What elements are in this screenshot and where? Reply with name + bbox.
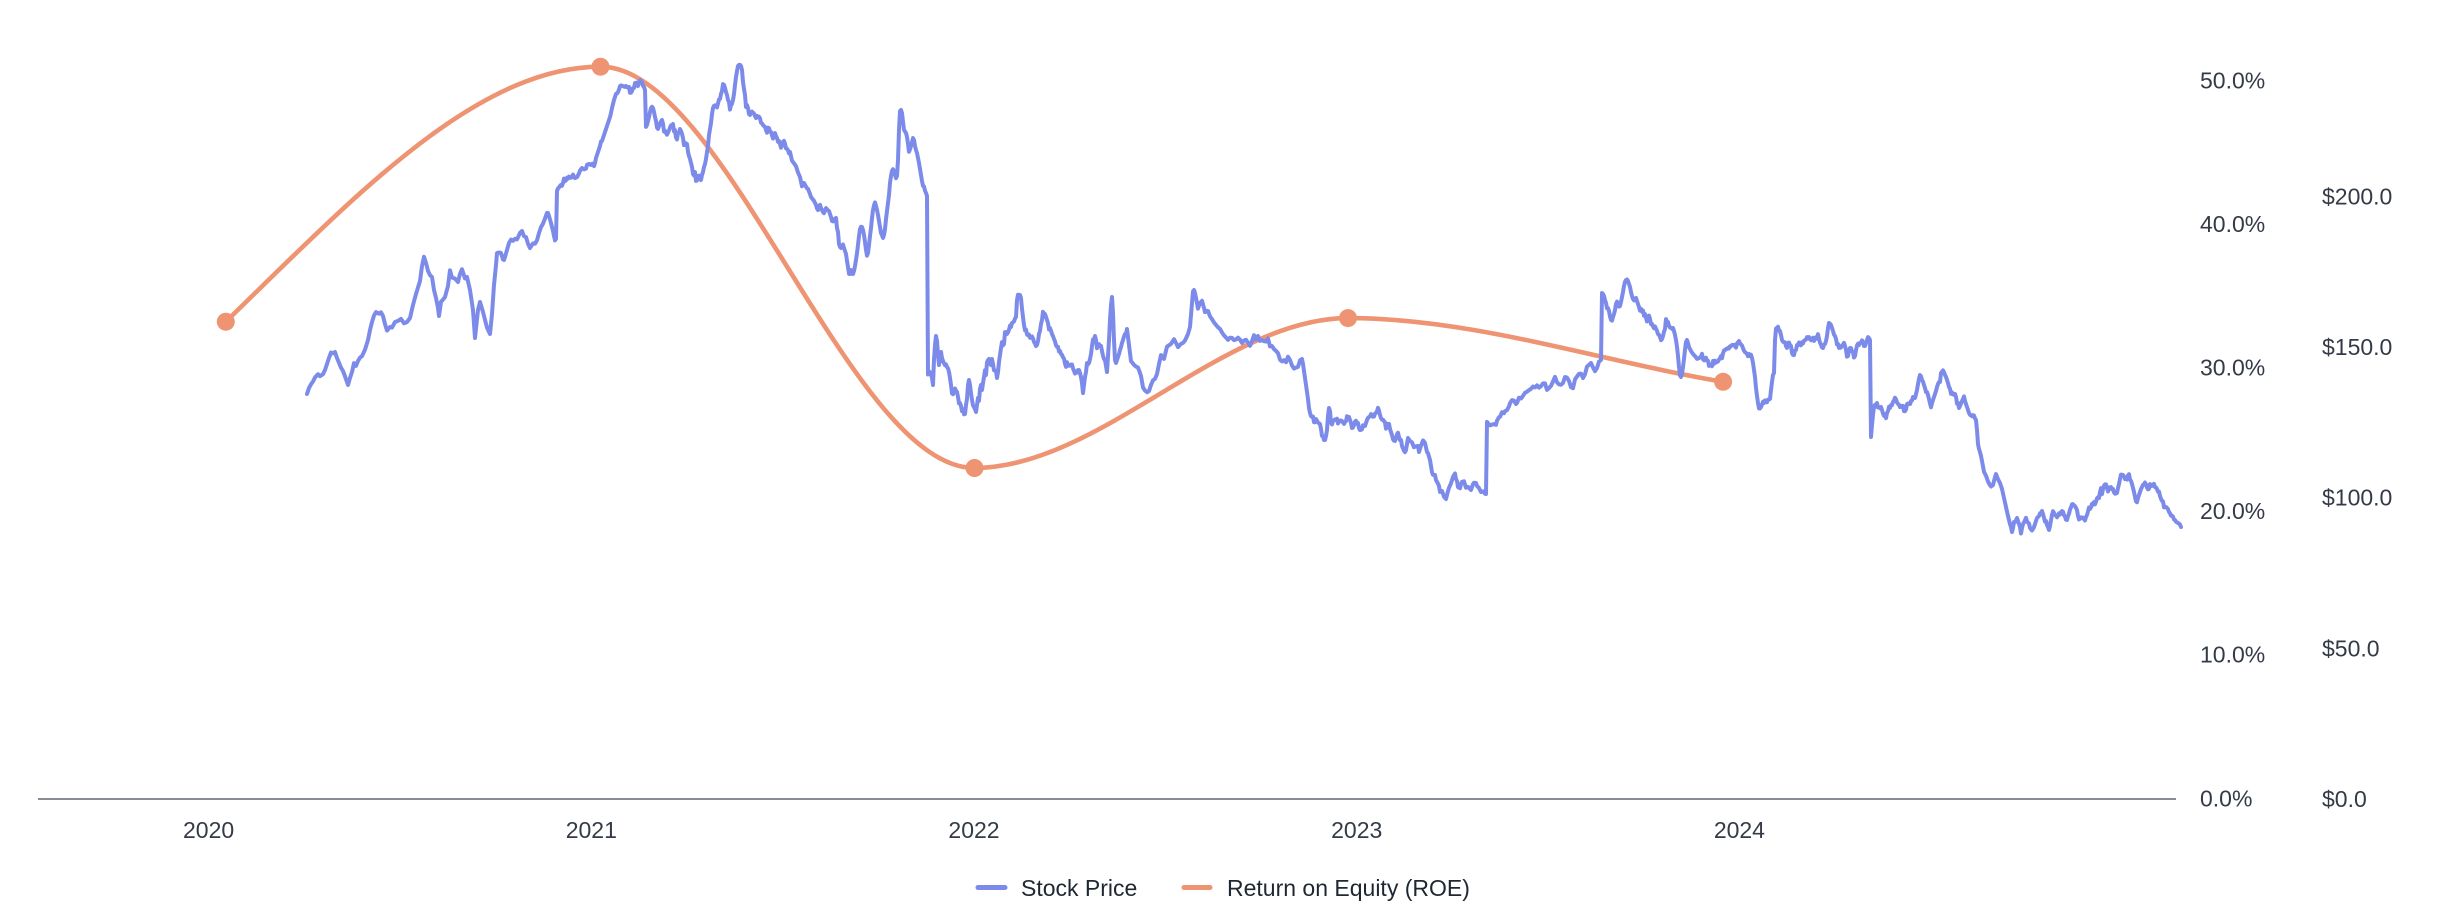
svg-text:$0.0: $0.0 [2322,786,2367,812]
svg-text:2023: 2023 [1331,817,1382,843]
svg-text:2021: 2021 [566,817,617,843]
svg-text:Return on Equity (ROE): Return on Equity (ROE) [1227,875,1470,901]
svg-text:20.0%: 20.0% [2200,498,2265,524]
svg-text:10.0%: 10.0% [2200,642,2265,668]
svg-text:30.0%: 30.0% [2200,355,2265,381]
svg-text:50.0%: 50.0% [2200,67,2265,93]
svg-text:2022: 2022 [948,817,999,843]
svg-text:$200.0: $200.0 [2322,184,2392,210]
svg-text:$50.0: $50.0 [2322,635,2380,661]
svg-text:Stock Price: Stock Price [1021,875,1137,901]
svg-text:40.0%: 40.0% [2200,211,2265,237]
svg-text:0.0%: 0.0% [2200,785,2252,811]
svg-text:2020: 2020 [183,817,234,843]
svg-text:2024: 2024 [1714,817,1765,843]
svg-text:$100.0: $100.0 [2322,485,2392,511]
svg-text:$150.0: $150.0 [2322,334,2392,360]
